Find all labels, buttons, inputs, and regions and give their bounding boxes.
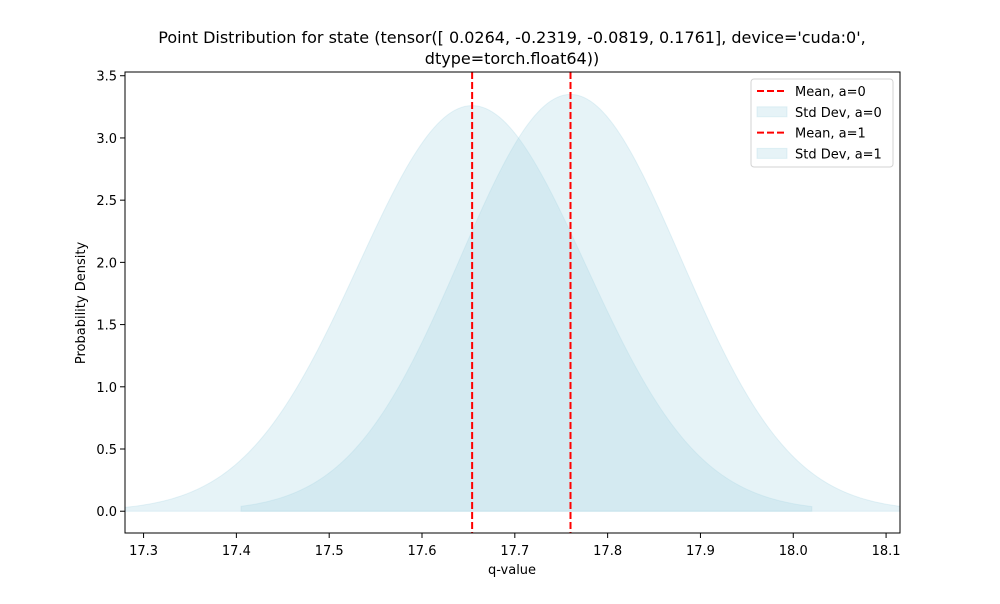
y-axis-label: Probability Density bbox=[74, 242, 89, 365]
legend-patch-swatch bbox=[756, 147, 788, 159]
legend-label: Std Dev, a=1 bbox=[795, 147, 882, 162]
x-tick-label: 17.3 bbox=[129, 544, 158, 559]
chart-title-line1: Point Distribution for state (tensor([ 0… bbox=[158, 28, 865, 47]
x-tick-label: 17.4 bbox=[222, 544, 251, 559]
y-tick-label: 1.5 bbox=[96, 319, 117, 334]
y-tick-label: 0.5 bbox=[96, 443, 117, 458]
plot-frame bbox=[124, 71, 901, 534]
x-tick-label: 17.5 bbox=[315, 544, 344, 559]
x-tick-label: 18.0 bbox=[779, 544, 808, 559]
y-tick-label: 1.0 bbox=[96, 381, 117, 396]
std-dev-area-0 bbox=[125, 105, 813, 512]
x-tick-label: 17.8 bbox=[593, 544, 622, 559]
x-tick-label: 17.9 bbox=[686, 544, 715, 559]
legend-patch-swatch bbox=[756, 106, 788, 118]
x-axis-label: q-value bbox=[488, 563, 536, 578]
legend-label: Mean, a=0 bbox=[795, 85, 866, 100]
x-tick-label: 17.7 bbox=[500, 544, 529, 559]
y-tick-label: 2.5 bbox=[96, 194, 117, 209]
legend-label: Mean, a=1 bbox=[795, 127, 866, 142]
y-tick-label: 3.5 bbox=[96, 70, 117, 85]
chart-title-line2: dtype=torch.float64)) bbox=[425, 49, 599, 68]
legend-label: Std Dev, a=0 bbox=[795, 106, 882, 121]
y-ticks: 0.0 0.5 1.0 1.5 2.0 2.5 3.0 3.5 bbox=[96, 70, 125, 520]
y-tick-label: 3.0 bbox=[96, 132, 117, 147]
y-tick-label: 0.0 bbox=[96, 505, 117, 520]
y-tick-label: 2.0 bbox=[96, 256, 117, 271]
legend-box bbox=[750, 78, 894, 168]
x-ticks: 17.3 17.4 17.5 17.6 17.7 17.8 17.9 18.0 18.1 bbox=[129, 533, 901, 559]
axes bbox=[124, 71, 901, 534]
x-tick-label: 18.1 bbox=[872, 544, 901, 559]
x-tick-label: 17.6 bbox=[408, 544, 437, 559]
plot-means bbox=[471, 72, 572, 533]
legend: Mean, a=0 Std Dev, a=0 Mean, a=1 Std Dev, a… bbox=[750, 78, 894, 168]
